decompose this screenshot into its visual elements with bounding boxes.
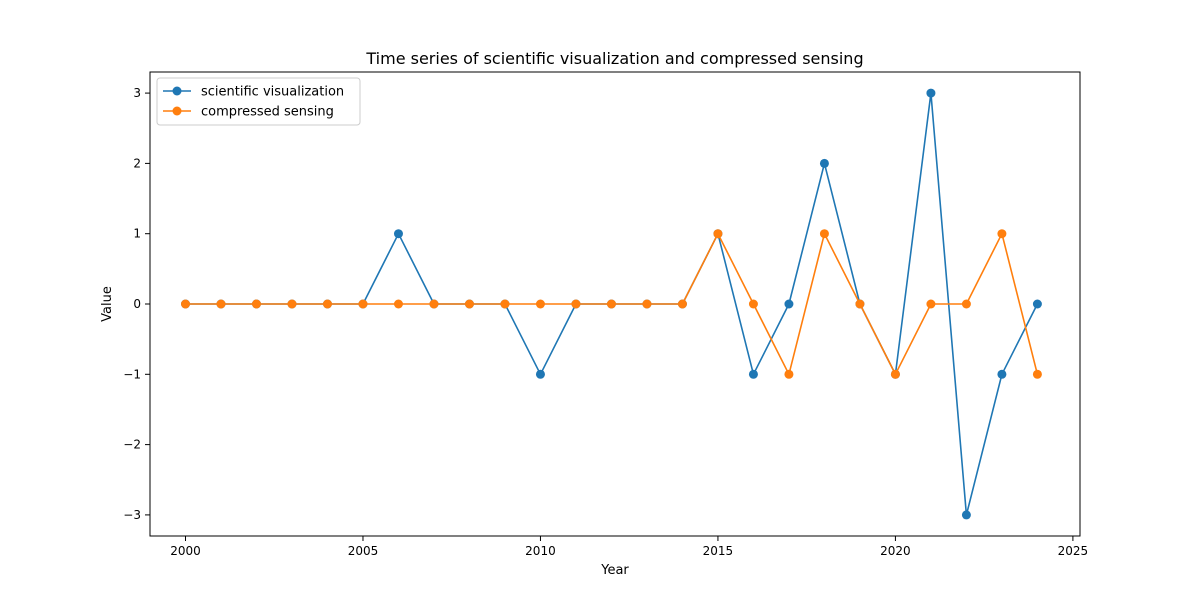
data-point: [393, 299, 403, 309]
data-point: [677, 299, 687, 309]
y-tick-label: 0: [133, 297, 141, 311]
x-axis-title: Year: [600, 563, 629, 578]
x-tick-label: 2025: [1058, 544, 1089, 558]
series-1: [180, 229, 1042, 379]
x-tick-label: 2000: [170, 544, 201, 558]
y-tick-label: −1: [123, 367, 141, 381]
data-point: [748, 369, 758, 379]
data-point: [216, 299, 226, 309]
y-tick-label: 2: [133, 156, 141, 170]
data-point: [535, 299, 545, 309]
data-point: [1032, 369, 1042, 379]
legend-item: scientific visualization: [163, 85, 344, 100]
data-point: [890, 369, 900, 379]
data-point: [926, 299, 936, 309]
data-point: [819, 229, 829, 239]
x-tick-label: 2015: [703, 544, 734, 558]
x-tick-label: 2005: [348, 544, 379, 558]
data-point: [642, 299, 652, 309]
data-point: [251, 299, 261, 309]
legend-marker: [172, 106, 182, 116]
data-point: [961, 510, 971, 520]
legend-label: compressed sensing: [201, 105, 334, 120]
data-point: [606, 299, 616, 309]
y-tick-label: −3: [123, 508, 141, 522]
series-layer: [180, 88, 1042, 520]
legend: scientific visualization compressed sensi…: [156, 77, 361, 126]
legend-label: scientific visualization: [201, 85, 344, 100]
x-tick-label: 2010: [525, 544, 556, 558]
data-point: [393, 229, 403, 239]
x-axis: 2000 2005 2010 2015 2020 2025: [170, 536, 1088, 558]
data-point: [748, 299, 758, 309]
data-point: [571, 299, 581, 309]
data-point: [713, 229, 723, 239]
data-point: [855, 299, 865, 309]
data-point: [464, 299, 474, 309]
y-axis: −3 −2 −1 0 1 2 3: [123, 86, 150, 522]
legend-box: [156, 77, 361, 126]
x-tick-label: 2020: [880, 544, 911, 558]
y-tick-label: 1: [133, 227, 141, 241]
data-point: [322, 299, 332, 309]
data-point: [926, 88, 936, 98]
data-point: [500, 299, 510, 309]
data-point: [429, 299, 439, 309]
data-point: [784, 369, 794, 379]
data-point: [287, 299, 297, 309]
data-point: [997, 369, 1007, 379]
data-point: [819, 158, 829, 168]
data-point: [784, 299, 794, 309]
data-point: [358, 299, 368, 309]
data-point: [1032, 299, 1042, 309]
data-point: [180, 299, 190, 309]
data-point: [997, 229, 1007, 239]
legend-marker: [172, 86, 182, 96]
legend-item: compressed sensing: [163, 105, 334, 120]
y-axis-title: Value: [100, 286, 115, 322]
data-point: [535, 369, 545, 379]
data-point: [961, 299, 971, 309]
chart-title: Time series of scientific visualization …: [365, 49, 863, 68]
y-tick-label: −2: [123, 438, 141, 452]
y-tick-label: 3: [133, 86, 141, 100]
